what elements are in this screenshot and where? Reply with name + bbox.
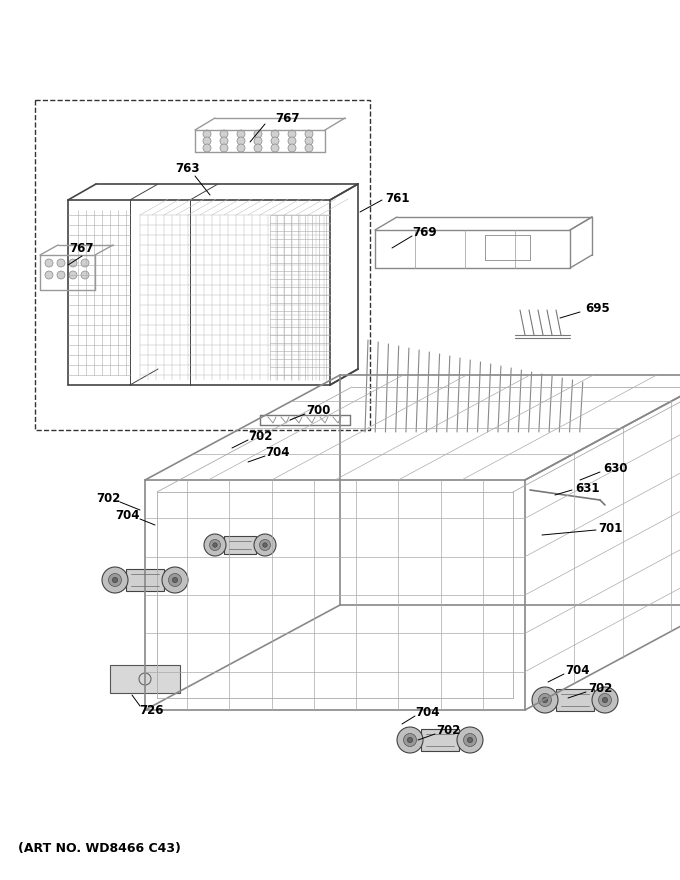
Circle shape — [271, 137, 279, 145]
Text: 704: 704 — [116, 509, 140, 522]
Circle shape — [403, 734, 416, 746]
Circle shape — [288, 130, 296, 138]
Text: 631: 631 — [576, 481, 600, 495]
Circle shape — [254, 534, 276, 556]
Circle shape — [237, 137, 245, 145]
Text: 704: 704 — [266, 445, 290, 458]
Text: 704: 704 — [415, 706, 440, 718]
Circle shape — [288, 144, 296, 152]
Circle shape — [57, 259, 65, 267]
Circle shape — [288, 137, 296, 145]
Text: 702: 702 — [588, 681, 612, 694]
Circle shape — [203, 130, 211, 138]
Circle shape — [169, 574, 182, 586]
Circle shape — [539, 693, 551, 707]
Circle shape — [457, 727, 483, 753]
Circle shape — [69, 259, 77, 267]
Circle shape — [305, 137, 313, 145]
Text: (ART NO. WD8466 C43): (ART NO. WD8466 C43) — [18, 841, 181, 854]
Circle shape — [112, 577, 118, 583]
Circle shape — [467, 737, 473, 743]
Text: 701: 701 — [598, 522, 622, 534]
Text: 704: 704 — [566, 664, 590, 677]
Circle shape — [262, 543, 267, 547]
Text: 767: 767 — [276, 112, 301, 124]
Circle shape — [220, 137, 228, 145]
Circle shape — [254, 144, 262, 152]
Circle shape — [254, 130, 262, 138]
Circle shape — [598, 693, 611, 707]
Circle shape — [271, 144, 279, 152]
Circle shape — [213, 543, 217, 547]
Circle shape — [592, 687, 618, 713]
Circle shape — [602, 697, 608, 702]
Circle shape — [260, 539, 271, 551]
Text: 695: 695 — [585, 302, 611, 314]
Circle shape — [397, 727, 423, 753]
Circle shape — [45, 271, 53, 279]
Text: 702: 702 — [248, 429, 272, 443]
Circle shape — [543, 697, 547, 702]
Circle shape — [220, 144, 228, 152]
Bar — [35, 100, 370, 430]
Circle shape — [102, 567, 128, 593]
Circle shape — [305, 144, 313, 152]
FancyBboxPatch shape — [224, 536, 256, 554]
Text: 761: 761 — [386, 192, 410, 204]
Text: 702: 702 — [96, 492, 120, 504]
Circle shape — [237, 144, 245, 152]
Circle shape — [254, 137, 262, 145]
Circle shape — [57, 271, 65, 279]
Circle shape — [173, 577, 177, 583]
FancyBboxPatch shape — [110, 665, 180, 693]
Circle shape — [204, 534, 226, 556]
Text: 769: 769 — [413, 225, 437, 238]
Circle shape — [69, 271, 77, 279]
Text: 763: 763 — [175, 162, 200, 174]
Circle shape — [81, 259, 89, 267]
Circle shape — [532, 687, 558, 713]
Circle shape — [203, 144, 211, 152]
Circle shape — [305, 130, 313, 138]
Text: 700: 700 — [306, 404, 330, 416]
Circle shape — [109, 574, 122, 586]
FancyBboxPatch shape — [421, 729, 459, 751]
Text: 702: 702 — [436, 723, 460, 737]
Circle shape — [464, 734, 477, 746]
Circle shape — [162, 567, 188, 593]
Text: 726: 726 — [140, 703, 165, 716]
Circle shape — [81, 271, 89, 279]
Circle shape — [203, 137, 211, 145]
Text: 630: 630 — [602, 461, 627, 474]
Text: 767: 767 — [70, 241, 95, 254]
Circle shape — [220, 130, 228, 138]
Circle shape — [45, 259, 53, 267]
Circle shape — [237, 130, 245, 138]
FancyBboxPatch shape — [556, 689, 594, 711]
Circle shape — [407, 737, 413, 743]
FancyBboxPatch shape — [126, 569, 164, 591]
Circle shape — [209, 539, 220, 551]
Circle shape — [271, 130, 279, 138]
